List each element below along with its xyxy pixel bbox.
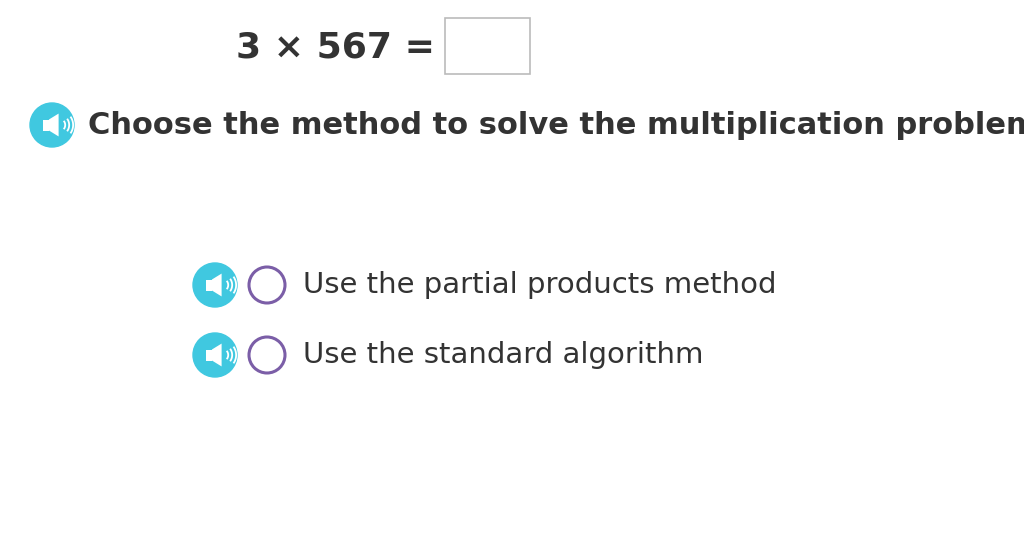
Bar xyxy=(43,119,49,130)
Bar xyxy=(206,349,212,361)
FancyBboxPatch shape xyxy=(445,18,530,74)
Polygon shape xyxy=(212,343,221,366)
Text: Use the standard algorithm: Use the standard algorithm xyxy=(303,341,703,369)
Bar xyxy=(206,279,212,291)
Circle shape xyxy=(30,103,74,147)
Polygon shape xyxy=(49,114,58,137)
Polygon shape xyxy=(212,274,221,296)
Circle shape xyxy=(193,333,237,377)
Text: Choose the method to solve the multiplication problem: Choose the method to solve the multiplic… xyxy=(88,110,1024,139)
Text: 3 × 567 =: 3 × 567 = xyxy=(236,30,435,64)
Circle shape xyxy=(193,263,237,307)
Text: Use the partial products method: Use the partial products method xyxy=(303,271,776,299)
